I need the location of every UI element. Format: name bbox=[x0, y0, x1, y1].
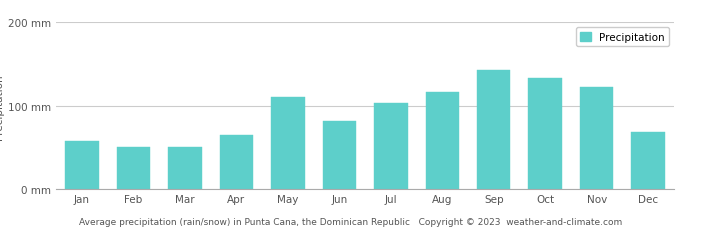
Bar bbox=[477, 70, 510, 189]
Text: Average precipitation (rain/snow) in Punta Cana, the Dominican Republic   Copyri: Average precipitation (rain/snow) in Pun… bbox=[79, 217, 623, 226]
Bar bbox=[220, 135, 253, 189]
Bar bbox=[271, 98, 305, 189]
Legend: Precipitation: Precipitation bbox=[576, 28, 669, 47]
Bar bbox=[168, 148, 201, 189]
Y-axis label: Precipitation: Precipitation bbox=[0, 74, 4, 139]
Bar bbox=[65, 141, 98, 189]
Bar bbox=[322, 121, 356, 189]
Bar bbox=[117, 148, 150, 189]
Bar bbox=[425, 92, 459, 189]
Bar bbox=[529, 79, 562, 189]
Bar bbox=[374, 104, 407, 189]
Bar bbox=[632, 133, 665, 189]
Bar bbox=[580, 87, 614, 189]
